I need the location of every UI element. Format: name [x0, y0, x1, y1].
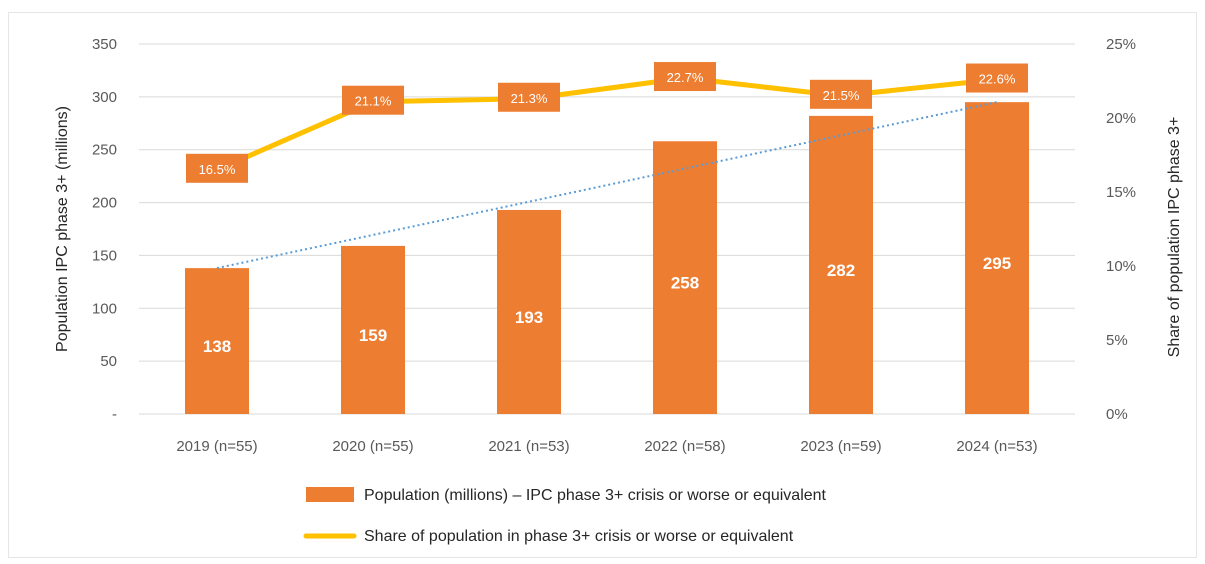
trendline-path	[216, 101, 998, 270]
line-data-label-box	[966, 63, 1028, 93]
legend: Population (millions) – IPC phase 3+ cri…	[303, 487, 827, 545]
bar-data-label: 282	[827, 261, 855, 280]
bar	[185, 268, 249, 414]
line-data-label-box	[186, 153, 248, 183]
line-data-label-box	[654, 62, 716, 92]
y2-tick-label: 10%	[1106, 258, 1136, 275]
line-data-label: 21.1%	[355, 94, 392, 109]
bar	[653, 141, 717, 414]
legend-label-bar: Population (millions) – IPC phase 3+ cri…	[364, 487, 827, 504]
line-data-label: 22.7%	[667, 70, 704, 85]
bar-data-label: 295	[983, 254, 1011, 273]
gridlines	[139, 43, 1075, 415]
x-tick-label: 2023 (n=59)	[800, 438, 881, 455]
bar-data-label: 193	[515, 308, 543, 327]
bar-data-label: 258	[671, 274, 699, 293]
y-tick-label: 200	[92, 195, 117, 212]
y-tick-label: 300	[92, 89, 117, 106]
y2-tick-label: 15%	[1106, 184, 1136, 201]
y-tick-label: 100	[92, 300, 117, 317]
line-data-label: 16.5%	[199, 162, 236, 177]
legend-label-line: Share of population in phase 3+ crisis o…	[364, 528, 794, 545]
x-tick-label: 2020 (n=55)	[332, 438, 413, 455]
data-labels: 138 159 193 258 282 295 16.5% 21.1% 21.3% 22.7% 21…	[186, 62, 1028, 356]
line-series	[214, 75, 1000, 173]
y2-tick-label: 25%	[1106, 36, 1136, 53]
line-data-label-box	[498, 82, 560, 112]
combo-chart: 138 159 193 258 282 295 16.5% 21.1% 21.3% 22.7% 21…	[54, 36, 1183, 545]
legend-swatch-bar	[306, 487, 354, 502]
x-tick-label: 2022 (n=58)	[644, 438, 725, 455]
trendline	[216, 101, 998, 270]
line-data-label-box	[342, 85, 404, 115]
bar	[965, 102, 1029, 415]
x-tick-label: 2024 (n=53)	[956, 438, 1037, 455]
y-tick-label: 350	[92, 36, 117, 53]
y-axis-title: Population IPC phase 3+ (millions)	[54, 106, 71, 352]
y2-tick-label: 0%	[1106, 406, 1128, 423]
y2-tick-label: 20%	[1106, 110, 1136, 127]
line-data-label: 22.6%	[979, 72, 1016, 87]
bar	[341, 245, 405, 414]
x-tick-label: 2019 (n=55)	[176, 438, 257, 455]
share-line	[214, 75, 1000, 173]
bar	[497, 209, 561, 414]
line-data-label: 21.3%	[511, 91, 548, 106]
bar-data-label: 138	[203, 337, 231, 356]
y-tick-label: 150	[92, 247, 117, 264]
y-tick-label: -	[112, 406, 117, 423]
chart-frame: 138 159 193 258 282 295 16.5% 21.1% 21.3% 22.7% 21…	[8, 12, 1197, 558]
bar	[809, 115, 873, 414]
axes: - 50 100 150 200 250 300 350 0% 5% 10% 15% 20% 25% 201…	[92, 36, 1136, 455]
bar-data-label: 159	[359, 326, 387, 345]
y-tick-label: 50	[100, 353, 117, 370]
line-data-label: 21.5%	[823, 88, 860, 103]
x-tick-label: 2021 (n=53)	[488, 438, 569, 455]
y-tick-label: 250	[92, 142, 117, 159]
bar-series	[185, 102, 1029, 415]
line-data-label-box	[810, 79, 872, 109]
y2-tick-label: 5%	[1106, 332, 1128, 349]
y2-axis-title: Share of population IPC phase 3+	[1166, 117, 1183, 358]
